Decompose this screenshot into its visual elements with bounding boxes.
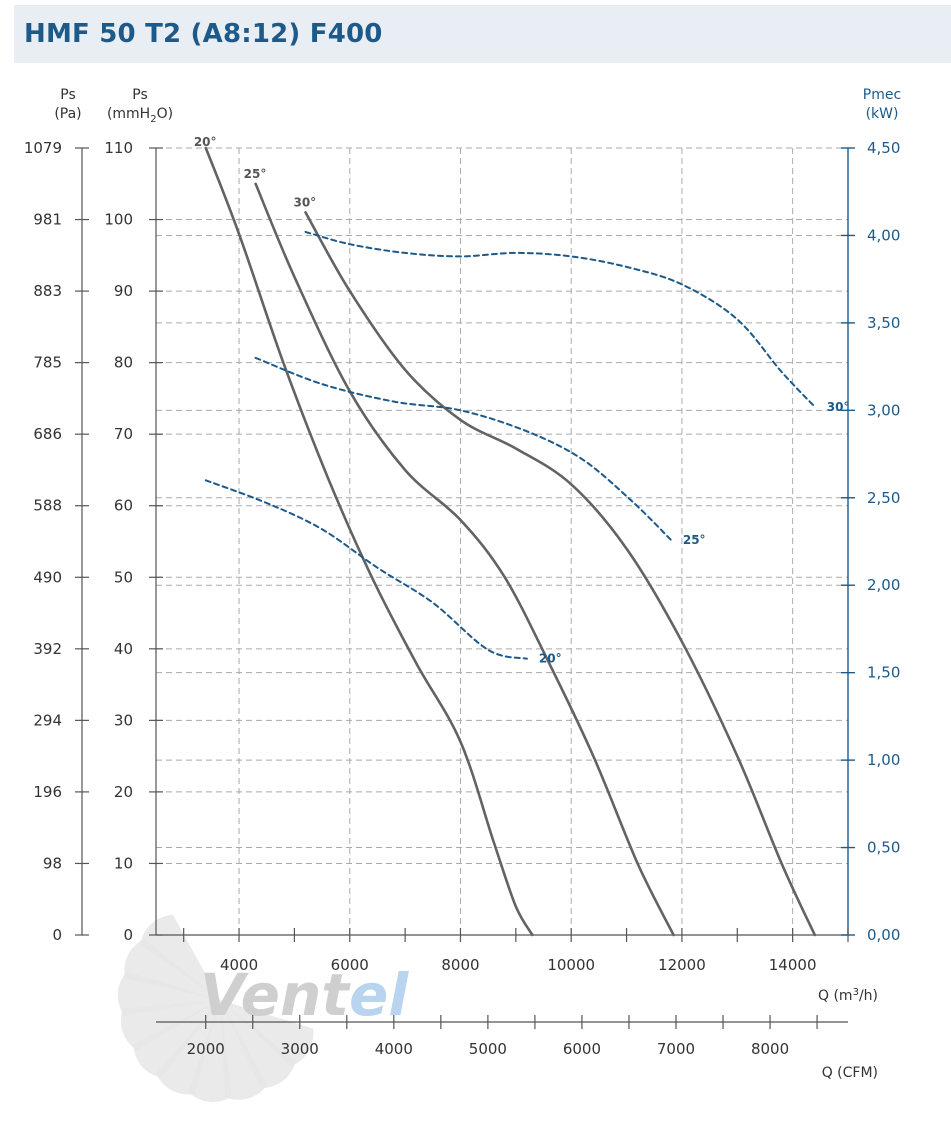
pressure-curve	[304, 211, 817, 937]
left-pa-tick-label: 1079	[24, 139, 62, 157]
left-mmh2o-axis-unit: (mmH2O)	[107, 106, 173, 125]
pressure-curve-label: 25°	[244, 167, 267, 181]
right-kw-tick-label: 2,50	[867, 489, 900, 507]
cfm-tick-label: 8000	[751, 1040, 789, 1058]
cfm-tick-label: 4000	[375, 1040, 413, 1058]
logo-fan-blade	[124, 938, 220, 1000]
left-mmh2o-tick-label: 70	[114, 425, 133, 443]
logo-fan-blade	[155, 1000, 220, 1095]
left-pa-tick-label: 490	[33, 568, 62, 586]
power-curve-label: 20°	[539, 652, 562, 666]
left-mmh2o-tick-label: 60	[114, 497, 133, 515]
left-pa-tick-label: 294	[33, 711, 62, 729]
cfm-tick-label: 3000	[281, 1040, 319, 1058]
right-kw-tick-label: 1,00	[867, 751, 900, 769]
grid	[156, 147, 848, 935]
cfm-tick-label: 7000	[657, 1040, 695, 1058]
left-mmh2o-axis-title: Ps	[132, 87, 148, 103]
logo-text: Ventel	[200, 961, 409, 1029]
power-curve-label: 25°	[683, 533, 706, 547]
left-mmh2o-tick-label: 80	[114, 354, 133, 372]
axis-labels: Ps (Pa) Ps (mmH2O) Pmec (kW) Q (m3/h) Q (CFM)	[54, 87, 901, 1081]
logo-fan-blade	[220, 1000, 268, 1100]
left-pa-tick-label: 588	[33, 497, 62, 515]
right-kw-tick-label: 0,50	[867, 839, 900, 857]
left-pa-tick-label: 981	[33, 211, 62, 229]
left-mmh2o-tick-label: 40	[114, 640, 133, 658]
x-tick-label: 12000	[658, 956, 706, 974]
left-mmh2o-tick-label: 50	[114, 568, 133, 586]
pressure-curve	[254, 182, 675, 937]
power-curve-label: 30°	[827, 400, 850, 414]
x-axis-title: Q (m3/h)	[818, 987, 878, 1004]
right-kw-tick-label: 4,50	[867, 139, 900, 157]
power-curve	[304, 230, 816, 408]
left-pa-tick-label: 0	[52, 926, 62, 944]
ventel-logo: Ventel	[117, 914, 409, 1103]
right-kw-tick-label: 1,50	[867, 664, 900, 682]
cfm-tick-label: 2000	[187, 1040, 225, 1058]
left-mmh2o-tick-label: 100	[104, 211, 133, 229]
logo-fan-blade	[120, 1000, 220, 1051]
left-pa-tick-label: 98	[43, 854, 62, 872]
right-kw-tick-label: 0,00	[867, 926, 900, 944]
right-kw-tick-label: 3,00	[867, 401, 900, 419]
right-kw-tick-label: 4,00	[867, 226, 900, 244]
x-tick-label: 14000	[769, 956, 817, 974]
right-kw-axis-unit: (kW)	[866, 106, 899, 122]
pressure-curve-label: 20°	[194, 135, 217, 149]
left-mmh2o-tick-label: 90	[114, 282, 133, 300]
logo-text-part1: Vent	[200, 961, 351, 1029]
chart-title: HMF 50 T2 (A8:12) F400	[24, 19, 383, 49]
logo-fan-blade	[220, 1000, 314, 1067]
power-curve	[254, 356, 672, 541]
logo-fan-blade	[117, 971, 220, 1016]
left-mmh2o-tick-label: 10	[114, 854, 133, 872]
left-pa-axis-unit: (Pa)	[54, 106, 81, 122]
logo-fan-blade	[133, 1000, 220, 1078]
cfm-tick-label: 5000	[469, 1040, 507, 1058]
left-pa-axis-title: Ps	[60, 87, 76, 103]
logo-text-part2: el	[349, 961, 409, 1029]
left-pa-tick-label: 883	[33, 282, 62, 300]
curves: 20° 25° 30° 20° 25° 30°	[194, 135, 850, 937]
left-mmh2o-tick-label: 20	[114, 783, 133, 801]
right-kw-tick-label: 3,50	[867, 314, 900, 332]
pressure-curve	[204, 146, 534, 937]
left-pa-tick-label: 785	[33, 354, 62, 372]
left-pa-tick-label: 392	[33, 640, 62, 658]
x-tick-label: 6000	[331, 956, 369, 974]
left-mmh2o-tick-label: 30	[114, 711, 133, 729]
left-mmh2o-tick-label: 0	[123, 926, 133, 944]
cfm-axis-title: Q (CFM)	[822, 1065, 878, 1081]
x-tick-label: 10000	[547, 956, 595, 974]
axes: 0 0 98 10 196 20 294 30 392 40 490 50 588 60 686 70 785 8…	[24, 139, 901, 1058]
title-bar: HMF 50 T2 (A8:12) F400	[14, 5, 951, 63]
power-curve	[204, 479, 528, 660]
right-kw-tick-label: 2,00	[867, 576, 900, 594]
left-pa-tick-label: 196	[33, 783, 62, 801]
x-tick-label: 4000	[220, 956, 258, 974]
cfm-tick-label: 6000	[563, 1040, 601, 1058]
left-mmh2o-tick-label: 110	[104, 139, 133, 157]
logo-fan-blade	[140, 914, 220, 1000]
left-pa-tick-label: 686	[33, 425, 62, 443]
right-kw-axis-title: Pmec	[863, 87, 901, 103]
x-tick-label: 8000	[441, 956, 479, 974]
pressure-curve-label: 30°	[293, 195, 316, 209]
